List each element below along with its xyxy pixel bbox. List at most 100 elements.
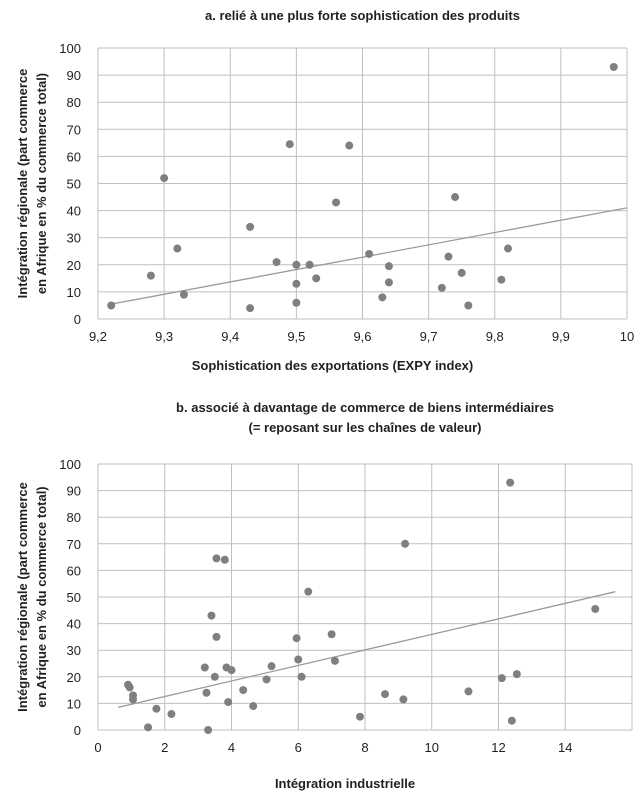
data-point — [507, 716, 516, 725]
data-point — [497, 275, 506, 284]
x-tick-label: 12 — [491, 740, 505, 755]
chart-a: a. relié à une plus forte sophistication… — [15, 8, 634, 373]
data-point — [239, 686, 248, 695]
data-point — [384, 278, 393, 287]
data-point — [204, 726, 213, 734]
y-tick-label: 60 — [67, 563, 81, 578]
y-tick-label: 30 — [67, 643, 81, 658]
y-tick-label: 40 — [67, 617, 81, 632]
y-axis-label-line: en Afrique en % du commerce total) — [34, 73, 49, 294]
y-tick-label: 70 — [67, 122, 81, 137]
data-point — [167, 710, 176, 719]
data-point — [227, 666, 236, 675]
data-point — [330, 656, 339, 665]
x-tick-label: 9,2 — [89, 329, 107, 344]
data-point — [292, 260, 301, 269]
data-point — [212, 632, 221, 641]
data-point — [591, 604, 600, 613]
data-point — [512, 670, 521, 679]
y-tick-label: 50 — [67, 177, 81, 192]
y-tick-label: 30 — [67, 231, 81, 246]
y-tick-label: 80 — [67, 95, 81, 110]
chart-title-line: b. associé à davantage de commerce de bi… — [176, 400, 554, 415]
y-tick-label: 0 — [74, 312, 81, 327]
y-axis-label-line: Intégration régionale (part commerce — [15, 69, 30, 299]
y-tick-label: 10 — [67, 285, 81, 300]
data-point — [444, 252, 453, 261]
x-tick-label: 9,4 — [221, 329, 239, 344]
data-point — [272, 258, 281, 267]
data-point — [292, 298, 301, 307]
data-point — [294, 655, 303, 664]
data-point — [249, 702, 258, 711]
data-point — [497, 674, 506, 683]
data-point — [345, 141, 354, 150]
chart-title-line: (= reposant sur les chaînes de valeur) — [248, 420, 481, 435]
data-point — [464, 301, 473, 310]
y-axis-label-line: Intégration régionale (part commerce — [15, 482, 30, 712]
data-point — [381, 690, 390, 699]
data-point — [304, 587, 313, 596]
x-tick-label: 9,9 — [552, 329, 570, 344]
data-point — [224, 698, 233, 707]
data-point — [506, 478, 515, 487]
data-point — [384, 262, 393, 271]
data-point — [457, 268, 466, 277]
data-point — [146, 271, 155, 280]
data-point — [212, 554, 221, 563]
y-tick-label: 100 — [59, 41, 81, 56]
x-tick-label: 10 — [620, 329, 634, 344]
x-tick-label: 8 — [361, 740, 368, 755]
data-point — [262, 675, 271, 684]
data-point — [246, 222, 255, 231]
x-tick-label: 9,5 — [287, 329, 305, 344]
data-point — [144, 723, 153, 732]
data-point — [125, 683, 134, 692]
data-point — [220, 555, 229, 564]
y-tick-label: 90 — [67, 484, 81, 499]
x-tick-label: 6 — [295, 740, 302, 755]
y-tick-label: 40 — [67, 204, 81, 219]
data-point — [200, 663, 209, 672]
data-point — [332, 198, 341, 207]
y-tick-label: 100 — [59, 457, 81, 472]
data-point — [292, 634, 301, 643]
x-tick-label: 9,8 — [486, 329, 504, 344]
data-point — [378, 293, 387, 302]
data-point — [202, 688, 211, 697]
data-point — [401, 539, 410, 548]
data-point — [179, 290, 188, 299]
data-point — [365, 249, 374, 258]
data-point — [437, 283, 446, 292]
data-point — [355, 712, 364, 721]
data-point — [503, 244, 512, 253]
y-tick-label: 50 — [67, 590, 81, 605]
data-point — [267, 662, 276, 671]
x-tick-label: 14 — [558, 740, 572, 755]
x-axis-label: Intégration industrielle — [275, 776, 415, 791]
data-point — [451, 193, 460, 202]
data-point — [160, 174, 169, 183]
data-point — [210, 672, 219, 681]
y-tick-label: 60 — [67, 149, 81, 164]
x-tick-label: 0 — [94, 740, 101, 755]
x-tick-label: 9,3 — [155, 329, 173, 344]
x-tick-label: 9,7 — [420, 329, 438, 344]
x-tick-label: 4 — [228, 740, 235, 755]
data-point — [297, 672, 306, 681]
trendline — [117, 591, 616, 709]
chart-title-line: a. relié à une plus forte sophistication… — [205, 8, 520, 23]
y-tick-label: 20 — [67, 258, 81, 273]
data-point — [285, 140, 294, 149]
data-point — [464, 687, 473, 696]
y-tick-label: 80 — [67, 510, 81, 525]
x-tick-label: 9,6 — [353, 329, 371, 344]
y-tick-label: 10 — [67, 696, 81, 711]
data-point — [129, 695, 138, 704]
data-point — [246, 304, 255, 313]
data-point — [327, 630, 336, 639]
data-point — [399, 695, 408, 704]
x-tick-label: 2 — [161, 740, 168, 755]
data-point — [305, 260, 314, 269]
data-point — [173, 244, 182, 253]
